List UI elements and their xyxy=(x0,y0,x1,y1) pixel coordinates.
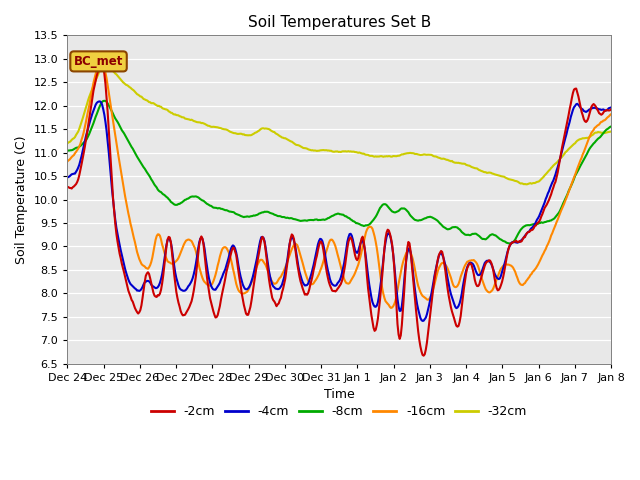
-16cm xyxy=(359,244,367,250)
-16cm xyxy=(97,60,105,65)
-32cm xyxy=(359,151,367,156)
-32cm xyxy=(607,129,615,134)
-4cm xyxy=(63,175,71,180)
-8cm xyxy=(323,216,330,222)
-16cm xyxy=(323,247,330,253)
-32cm xyxy=(103,61,111,67)
-8cm xyxy=(507,240,515,246)
-16cm xyxy=(389,303,397,309)
-8cm xyxy=(359,223,367,228)
-4cm xyxy=(388,242,396,248)
-8cm xyxy=(596,134,604,140)
Line: -4cm: -4cm xyxy=(67,101,611,321)
-8cm xyxy=(607,124,615,130)
-32cm xyxy=(63,141,71,146)
-4cm xyxy=(359,238,367,243)
-2cm xyxy=(63,184,71,190)
-2cm xyxy=(388,241,396,247)
-4cm xyxy=(326,276,334,282)
-32cm xyxy=(522,181,530,187)
-32cm xyxy=(596,130,604,135)
-2cm xyxy=(97,60,105,65)
Title: Soil Temperatures Set B: Soil Temperatures Set B xyxy=(248,15,431,30)
-32cm xyxy=(326,148,334,154)
-4cm xyxy=(607,105,615,110)
Line: -32cm: -32cm xyxy=(67,64,611,184)
-32cm xyxy=(388,154,396,159)
-2cm xyxy=(323,269,330,275)
-32cm xyxy=(323,147,330,153)
-4cm xyxy=(323,262,330,267)
Y-axis label: Soil Temperature (C): Soil Temperature (C) xyxy=(15,135,28,264)
-4cm xyxy=(419,318,426,324)
-2cm xyxy=(607,107,615,112)
Line: -2cm: -2cm xyxy=(67,62,611,356)
-16cm xyxy=(596,120,604,126)
-8cm xyxy=(100,98,108,104)
-16cm xyxy=(607,111,615,117)
-8cm xyxy=(388,208,396,214)
-4cm xyxy=(511,240,519,245)
Text: BC_met: BC_met xyxy=(74,55,124,68)
-4cm xyxy=(596,107,604,112)
-8cm xyxy=(63,148,71,154)
-16cm xyxy=(326,238,334,243)
-32cm xyxy=(510,178,518,183)
Line: -8cm: -8cm xyxy=(67,101,611,243)
-16cm xyxy=(387,305,395,311)
-8cm xyxy=(326,215,334,220)
X-axis label: Time: Time xyxy=(324,388,355,401)
-2cm xyxy=(420,353,428,359)
-16cm xyxy=(511,269,519,275)
-2cm xyxy=(511,239,519,244)
Legend: -2cm, -4cm, -8cm, -16cm, -32cm: -2cm, -4cm, -8cm, -16cm, -32cm xyxy=(147,400,532,423)
-16cm xyxy=(63,158,71,164)
Line: -16cm: -16cm xyxy=(67,62,611,308)
-8cm xyxy=(511,237,519,242)
-2cm xyxy=(326,282,334,288)
-2cm xyxy=(596,111,604,117)
-2cm xyxy=(359,234,367,240)
-4cm xyxy=(96,98,104,104)
